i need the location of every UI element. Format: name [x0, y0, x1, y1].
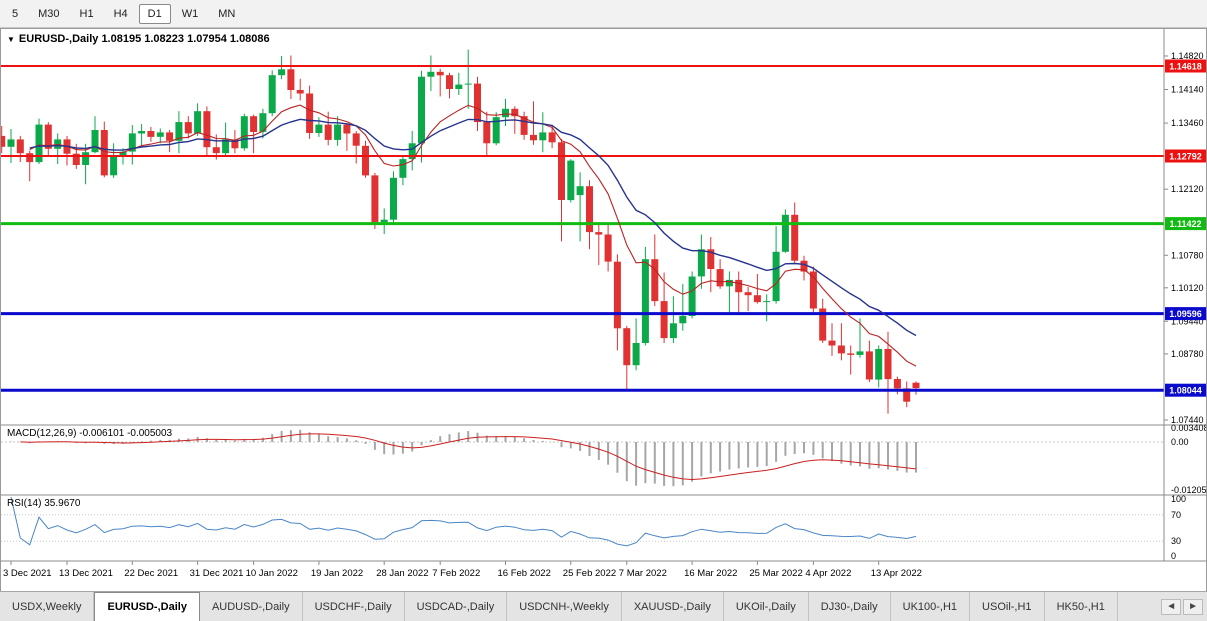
timeframe-mn[interactable]: MN	[218, 7, 236, 20]
pane-separators	[1, 29, 1206, 562]
svg-text:1.09440: 1.09440	[1171, 316, 1204, 326]
svg-text:7 Feb 2022: 7 Feb 2022	[432, 568, 480, 579]
candles	[1, 49, 920, 414]
svg-text:1.11422: 1.11422	[1169, 219, 1201, 229]
svg-text:25 Feb 2022: 25 Feb 2022	[563, 568, 616, 579]
svg-text:1.10780: 1.10780	[1171, 250, 1204, 260]
svg-text:1.10120: 1.10120	[1171, 283, 1204, 293]
svg-text:22 Dec 2021: 22 Dec 2021	[124, 568, 178, 579]
chart-tab-hk50-h1[interactable]: HK50-,H1	[1044, 592, 1118, 621]
svg-text:4 Apr 2022: 4 Apr 2022	[805, 568, 851, 579]
tabs-scroll-right-button[interactable]: ►	[1183, 598, 1203, 615]
price-badge	[1165, 383, 1206, 397]
timeframe-d1[interactable]: D1	[138, 3, 171, 24]
svg-text:30: 30	[1171, 536, 1181, 546]
svg-text:1.09596: 1.09596	[1169, 309, 1202, 319]
svg-text:0: 0	[1171, 551, 1176, 561]
chart-tab-eurusd-daily[interactable]: EURUSD-,Daily	[94, 592, 200, 621]
svg-text:1.08780: 1.08780	[1171, 349, 1204, 359]
svg-text:10 Jan 2022: 10 Jan 2022	[246, 568, 298, 579]
price-badge	[1165, 59, 1206, 73]
symbol-dropdown-icon[interactable]: ▼	[7, 34, 15, 44]
chart-tabs: USDX,Weekly EURUSD-,Daily AUDUSD-,Daily USD…	[0, 592, 1157, 621]
svg-text:1.08044: 1.08044	[1169, 386, 1202, 396]
price-axis[interactable]: 1.14820 1.14140 1.13460 1.12120 1.10780 1.101…	[1164, 51, 1206, 561]
price-chart-canvas[interactable]: 1.14820 1.14140 1.13460 1.12120 1.10780 1.101…	[1, 29, 1206, 591]
chart-tab-xauusd-daily[interactable]: XAUUSD-,Daily	[621, 592, 724, 621]
svg-text:1.14140: 1.14140	[1171, 85, 1204, 95]
indicator-guides	[1, 441, 1164, 542]
tabs-scroll-controls: ◄ ►	[1157, 592, 1207, 621]
timeframe-h4[interactable]: H4	[113, 7, 128, 20]
chart-tab-dj30-daily[interactable]: DJ30-,Daily	[808, 592, 891, 621]
svg-text:3 Dec 2021: 3 Dec 2021	[3, 568, 52, 579]
svg-text:1.13460: 1.13460	[1171, 118, 1204, 128]
chart-window[interactable]: 1.14820 1.14140 1.13460 1.12120 1.10780 1.101…	[0, 28, 1207, 592]
chart-tab-ukoil-daily[interactable]: UKOil-,Daily	[723, 592, 809, 621]
svg-text:0.003408: 0.003408	[1171, 423, 1206, 433]
timeframe-5[interactable]: 5	[12, 7, 19, 20]
horizontal-lines[interactable]	[1, 65, 1164, 392]
svg-text:19 Jan 2022: 19 Jan 2022	[311, 568, 363, 579]
svg-text:-0.012058: -0.012058	[1171, 485, 1206, 495]
chart-tab-audusd-daily[interactable]: AUDUSD-,Daily	[199, 592, 303, 621]
chart-tab-usdx-weekly[interactable]: USDX,Weekly	[0, 592, 95, 621]
chart-tabs-bar: USDX,Weekly EURUSD-,Daily AUDUSD-,Daily USD…	[0, 591, 1207, 621]
svg-text:1.14820: 1.14820	[1171, 51, 1204, 61]
svg-text:13 Apr 2022: 13 Apr 2022	[871, 568, 922, 579]
svg-text:100: 100	[1171, 494, 1186, 504]
price-badge	[1165, 307, 1206, 321]
chart-tab-usdchf-daily[interactable]: USDCHF-,Daily	[302, 592, 405, 621]
svg-text:1.12120: 1.12120	[1171, 184, 1204, 194]
svg-text:16 Mar 2022: 16 Mar 2022	[684, 568, 737, 579]
chart-tab-uk100-h1[interactable]: UK100-,H1	[890, 592, 971, 621]
date-axis[interactable]: 3 Dec 2021 13 Dec 2021 22 Dec 2021 31 Dec 2…	[3, 561, 922, 579]
chart-tab-usoil-h1[interactable]: USOil-,H1	[970, 592, 1045, 621]
timeframe-h1[interactable]: H1	[79, 7, 94, 20]
tabs-scroll-left-button[interactable]: ◄	[1161, 598, 1182, 615]
rsi-pane	[10, 496, 917, 547]
svg-text:1.07440: 1.07440	[1171, 415, 1204, 425]
svg-text:0.00: 0.00	[1171, 437, 1189, 447]
svg-text:1.14618: 1.14618	[1169, 62, 1202, 72]
macd-pane	[10, 429, 917, 487]
svg-text:31 Dec 2021: 31 Dec 2021	[190, 568, 244, 579]
svg-text:13 Dec 2021: 13 Dec 2021	[59, 568, 113, 579]
svg-text:70: 70	[1171, 510, 1181, 520]
svg-text:1.12792: 1.12792	[1169, 152, 1202, 162]
svg-text:28 Jan 2022: 28 Jan 2022	[376, 568, 428, 579]
svg-text:16 Feb 2022: 16 Feb 2022	[498, 568, 551, 579]
price-badge	[1165, 149, 1206, 163]
timeframe-m30[interactable]: M30	[38, 7, 60, 20]
svg-text:25 Mar 2022: 25 Mar 2022	[749, 568, 802, 579]
chart-tab-usdcnh-weekly[interactable]: USDCNH-,Weekly	[507, 592, 622, 621]
svg-text:7 Mar 2022: 7 Mar 2022	[619, 568, 667, 579]
ma-lines	[29, 104, 917, 367]
price-badge	[1165, 217, 1206, 231]
timeframe-toolbar: 5 M30 H1 H4 D1 W1 MN	[0, 0, 1207, 28]
timeframe-w1[interactable]: W1	[181, 7, 199, 20]
chart-tab-usdcad-daily[interactable]: USDCAD-,Daily	[404, 592, 508, 621]
